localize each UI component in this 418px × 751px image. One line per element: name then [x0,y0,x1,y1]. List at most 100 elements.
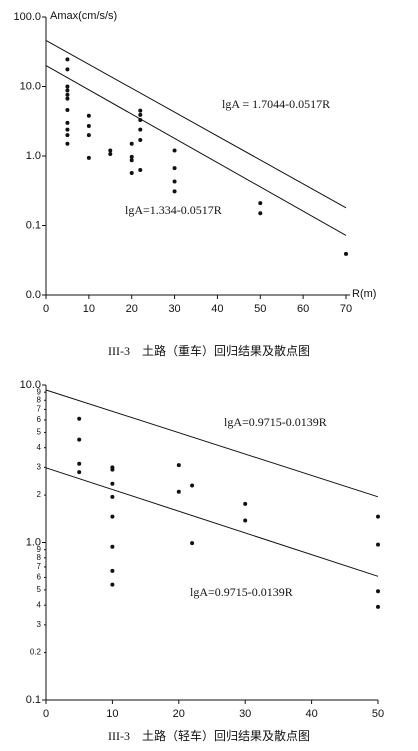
x-tick-label: 10 [106,708,118,720]
data-point [138,117,143,122]
data-point [65,67,70,72]
data-point [65,57,70,62]
y-tick-label: 1.0 [26,150,41,162]
y-tick-label: 0.2 [30,648,42,657]
data-point [86,155,91,160]
data-point [172,189,177,194]
y-tick-label: 1.0 [26,536,41,548]
data-point [138,112,143,117]
data-point [65,92,70,97]
y-tick-label: 5 [37,585,42,594]
data-point [77,416,82,421]
data-point [129,154,134,159]
annotation: lgA = 1.7044-0.0517R [222,97,330,111]
data-point [138,127,143,132]
x-tick-label: 50 [372,708,384,720]
regression-line [45,467,379,577]
y-tick-label: 9 [37,387,42,396]
x-tick-label: 20 [173,708,185,720]
data-point [176,463,181,468]
y-tick-label: 10.0 [20,80,41,92]
data-point [110,568,115,573]
y-tick-label: 7 [37,562,42,571]
data-point [65,127,70,132]
data-point [376,604,380,609]
data-point [77,461,82,466]
data-point [65,107,70,112]
y-tick-label: 5 [37,428,42,437]
data-point [110,467,115,472]
x-axis-label: R(m) [352,288,376,300]
y-tick-label: 0.0 [26,289,41,301]
y-tick-label: 6 [37,415,42,424]
regression-line [45,389,379,498]
y-tick-label: 0.1 [26,219,41,231]
data-point [190,483,195,488]
x-tick-label: 10 [83,303,95,315]
caption: III-3 土路（轻车）回归结果及散点图 [108,728,310,743]
data-point [376,589,380,594]
y-tick-label: 4 [37,600,42,609]
data-point [376,514,380,519]
annotation: lgA=1.334-0.0517R [125,203,222,217]
data-point [65,120,70,125]
regression-line [45,40,347,209]
x-tick-label: 70 [340,303,352,315]
data-point [108,151,113,156]
data-point [129,141,134,146]
data-point [110,582,115,587]
data-point [172,148,177,153]
y-tick-label: 3 [37,620,42,629]
data-point [172,179,177,184]
y-tick-label: 100.0 [13,11,41,23]
data-point [110,514,115,519]
caption: III-3 土路（重车）回归结果及散点图 [108,343,310,358]
y-axis-label: Amax(cm/s/s) [50,10,117,22]
data-point [376,542,380,547]
x-tick-label: 40 [211,303,223,315]
x-tick-label: 40 [305,708,317,720]
data-point [65,133,70,138]
y-tick-label: 7 [37,405,42,414]
data-point [65,84,70,89]
data-point [129,170,134,175]
x-tick-label: 50 [254,303,266,315]
x-tick-label: 30 [168,303,180,315]
data-point [243,518,248,523]
data-point [108,148,113,153]
data-point [176,489,181,494]
data-point [243,501,248,506]
x-tick-label: 0 [43,303,49,315]
y-tick-label: 8 [37,553,42,562]
data-point [77,437,82,442]
data-point [65,141,70,146]
data-point [138,137,143,142]
data-point [65,96,70,101]
y-tick-label: 3 [37,462,42,471]
y-tick-label: 0.1 [26,694,41,706]
y-tick-label: 4 [37,443,42,452]
data-point [110,544,115,549]
data-point [129,158,134,163]
x-tick-label: 20 [126,303,138,315]
data-point [172,166,177,171]
data-point [65,88,70,93]
data-point [77,470,82,475]
regression-line [45,65,347,236]
y-tick-label: 9 [37,545,42,554]
data-point [138,108,143,113]
data-point [86,124,91,129]
y-tick-label: 8 [37,395,42,404]
data-point [190,541,195,546]
data-point [110,481,115,486]
data-point [110,494,115,499]
y-tick-label: 10.0 [20,379,41,391]
x-tick-label: 30 [239,708,251,720]
data-point [258,211,263,216]
annotation: lgA=0.9715-0.0139R [224,415,327,429]
data-point [86,133,91,138]
data-point [86,113,91,118]
x-tick-label: 0 [43,708,49,720]
data-point [258,201,263,206]
